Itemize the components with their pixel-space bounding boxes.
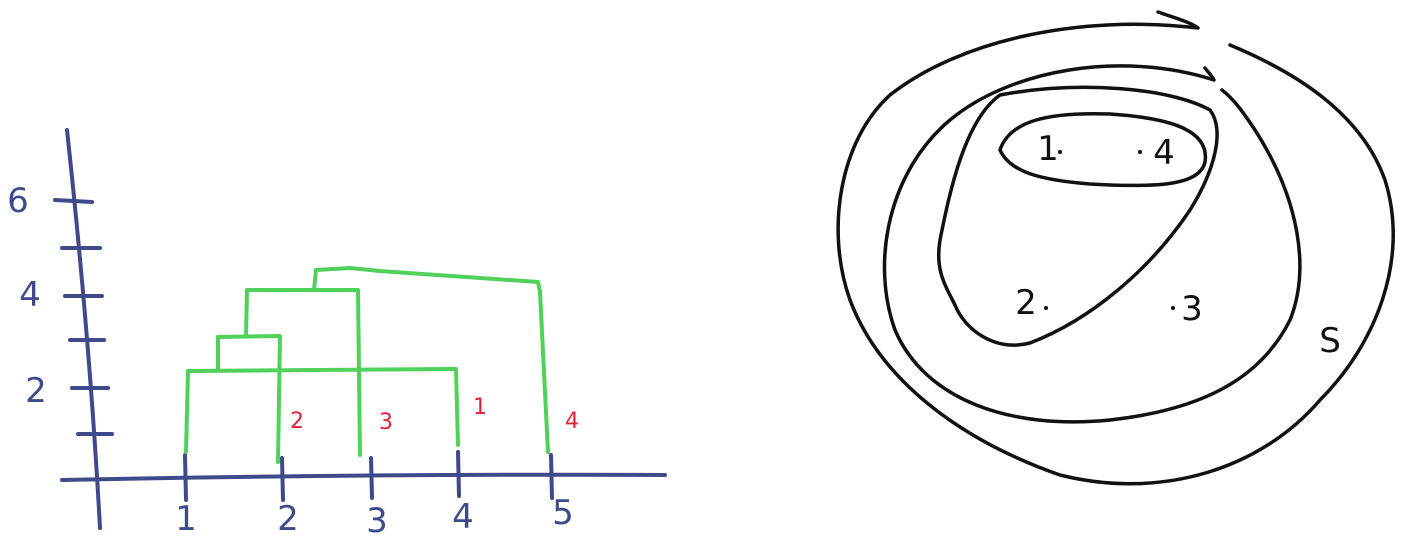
point-dot <box>1138 150 1142 154</box>
x-tick <box>458 452 459 496</box>
dendrogram-tree <box>186 268 548 462</box>
point-label: 2 <box>1015 283 1037 323</box>
branch-level-2 <box>186 369 458 452</box>
point-label: 1 <box>1037 129 1059 169</box>
x-tick-label: 3 <box>366 501 388 541</box>
x-tick-labels: 1 2 3 4 5 <box>175 493 574 541</box>
point-label: 4 <box>1153 133 1175 173</box>
branch-level-2-inner <box>218 336 280 462</box>
set-second <box>884 66 1299 422</box>
y-axis <box>67 130 100 528</box>
x-tick <box>185 455 186 500</box>
leaf-labels: 2 3 1 4 <box>290 395 579 435</box>
set-label: S <box>1319 321 1341 361</box>
y-tick <box>55 200 92 202</box>
leaf-label: 3 <box>379 410 393 435</box>
x-tick <box>371 458 372 498</box>
point-label: 3 <box>1181 289 1203 329</box>
nested-sets: 1 4 2 3 S <box>838 12 1393 484</box>
y-tick-labels: 2 4 6 <box>7 181 47 411</box>
x-tick-label: 2 <box>277 499 299 539</box>
point-dot <box>1044 306 1048 310</box>
x-tick-label: 1 <box>175 499 197 539</box>
x-axis <box>62 475 665 480</box>
x-tick-label: 5 <box>552 493 574 533</box>
leaf-label: 4 <box>565 409 579 434</box>
leaf-label: 1 <box>473 395 487 420</box>
y-tick-label: 2 <box>25 371 47 411</box>
point-dot <box>1171 306 1175 310</box>
leaf-label: 2 <box>290 409 304 434</box>
x-tick <box>551 455 552 498</box>
branch-level-top <box>314 268 548 452</box>
x-tick <box>282 458 283 500</box>
y-tick-label: 4 <box>19 275 41 315</box>
set-outer <box>838 12 1393 484</box>
y-tick-label: 6 <box>7 181 29 221</box>
x-tick-label: 4 <box>452 497 474 537</box>
point-dot <box>1058 150 1062 154</box>
